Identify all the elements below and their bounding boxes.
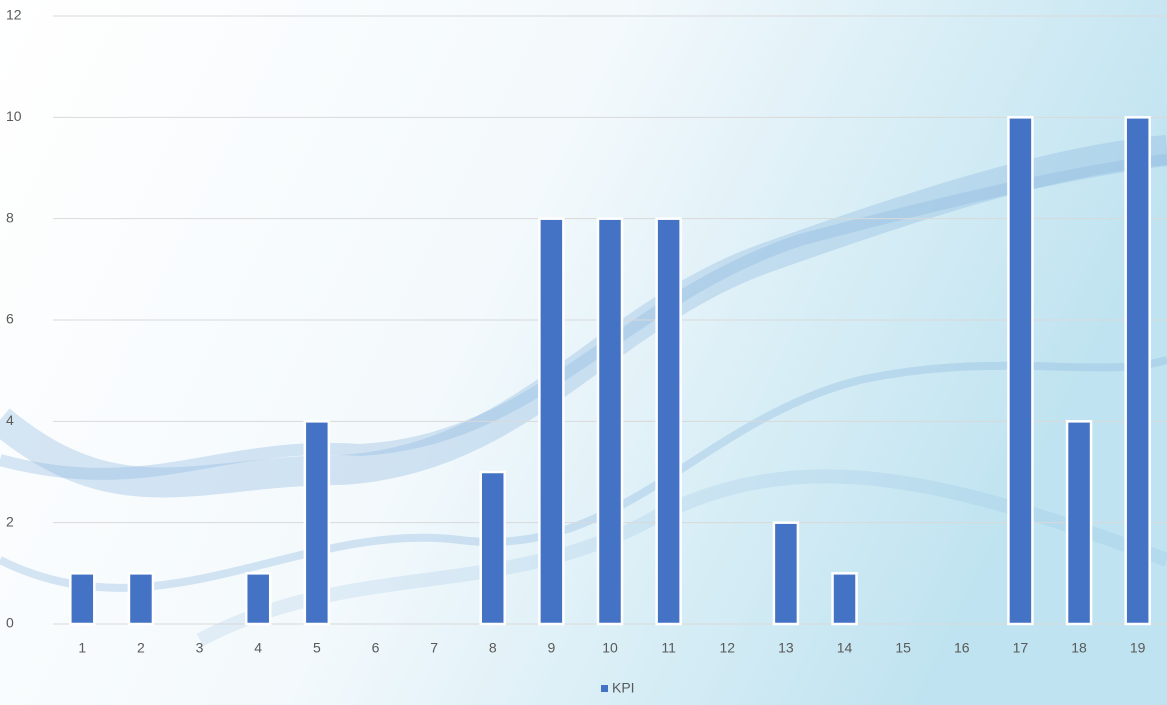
y-tick-label: 6 [6,311,14,327]
legend-label: KPI [612,680,635,696]
bar [772,521,800,626]
y-tick-label: 10 [6,108,22,124]
y-tick-label: 0 [6,615,14,631]
x-tick-label: 12 [719,640,735,656]
bar [538,217,565,626]
y-tick-label: 4 [6,412,14,428]
x-tick-label: 8 [489,640,497,656]
y-tick-label: 2 [6,513,14,529]
x-tick-label: 7 [430,640,438,656]
x-tick-label: 3 [196,640,204,656]
y-tick-label: 8 [6,209,14,225]
y-tick-label: 12 [6,7,22,23]
x-tick-label: 18 [1071,640,1087,656]
x-tick-label: 13 [778,640,794,656]
bar [1007,116,1034,626]
bar [127,572,155,626]
bar [1124,116,1151,626]
x-tick-label: 9 [547,640,555,656]
x-tick-label: 10 [602,640,618,656]
x-tick-label: 5 [313,640,321,656]
bar [479,470,506,626]
bar [655,217,682,626]
bar [596,217,624,626]
x-tick-label: 11 [661,640,676,656]
x-tick-label: 17 [1013,640,1029,656]
legend-swatch [601,685,608,692]
x-tick-label: 6 [372,640,380,656]
x-tick-label: 4 [254,640,262,656]
x-tick-label: 14 [837,640,853,656]
bar [831,572,858,626]
bar [244,572,272,626]
bar [303,420,331,626]
x-tick-label: 1 [78,640,86,656]
bar [1065,420,1093,626]
x-tick-label: 15 [895,640,911,656]
bar [69,572,96,626]
x-tick-label: 2 [137,640,145,656]
x-tick-label: 19 [1130,640,1146,656]
x-tick-label: 16 [954,640,970,656]
